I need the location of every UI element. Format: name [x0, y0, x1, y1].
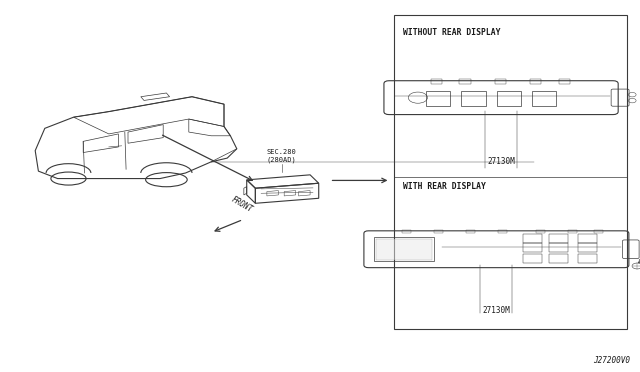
Bar — [374, 237, 435, 261]
Bar — [434, 230, 443, 234]
Text: SEC.280
(280AD): SEC.280 (280AD) — [267, 149, 296, 163]
Bar — [426, 91, 451, 106]
Bar — [594, 230, 603, 234]
Bar — [394, 15, 627, 329]
Bar — [532, 91, 556, 106]
Bar — [497, 91, 521, 106]
Text: WITHOUT REAR DISPLAY: WITHOUT REAR DISPLAY — [403, 28, 500, 37]
Bar — [524, 243, 543, 252]
Bar — [536, 230, 545, 234]
Bar — [466, 230, 475, 234]
Bar — [524, 234, 543, 243]
Bar — [498, 230, 507, 234]
Bar — [568, 230, 577, 234]
Bar — [549, 234, 568, 243]
Bar — [461, 91, 486, 106]
Text: 27130M: 27130M — [483, 306, 510, 315]
Bar — [578, 243, 597, 252]
Bar — [431, 79, 442, 84]
Bar — [578, 234, 597, 243]
Bar — [530, 79, 541, 84]
Bar — [549, 254, 568, 263]
Text: WITH REAR DISPLAY: WITH REAR DISPLAY — [403, 182, 486, 191]
Bar — [578, 254, 597, 263]
Bar — [559, 79, 570, 84]
Bar — [460, 79, 471, 84]
Text: FRONT: FRONT — [230, 195, 254, 214]
Bar — [495, 79, 506, 84]
Text: 27545DA: 27545DA — [639, 241, 640, 263]
Bar — [524, 254, 543, 263]
Bar — [402, 230, 411, 234]
Text: 27130M: 27130M — [487, 157, 515, 166]
Bar — [549, 243, 568, 252]
Text: J27200V0: J27200V0 — [593, 356, 630, 365]
Bar — [376, 239, 432, 260]
